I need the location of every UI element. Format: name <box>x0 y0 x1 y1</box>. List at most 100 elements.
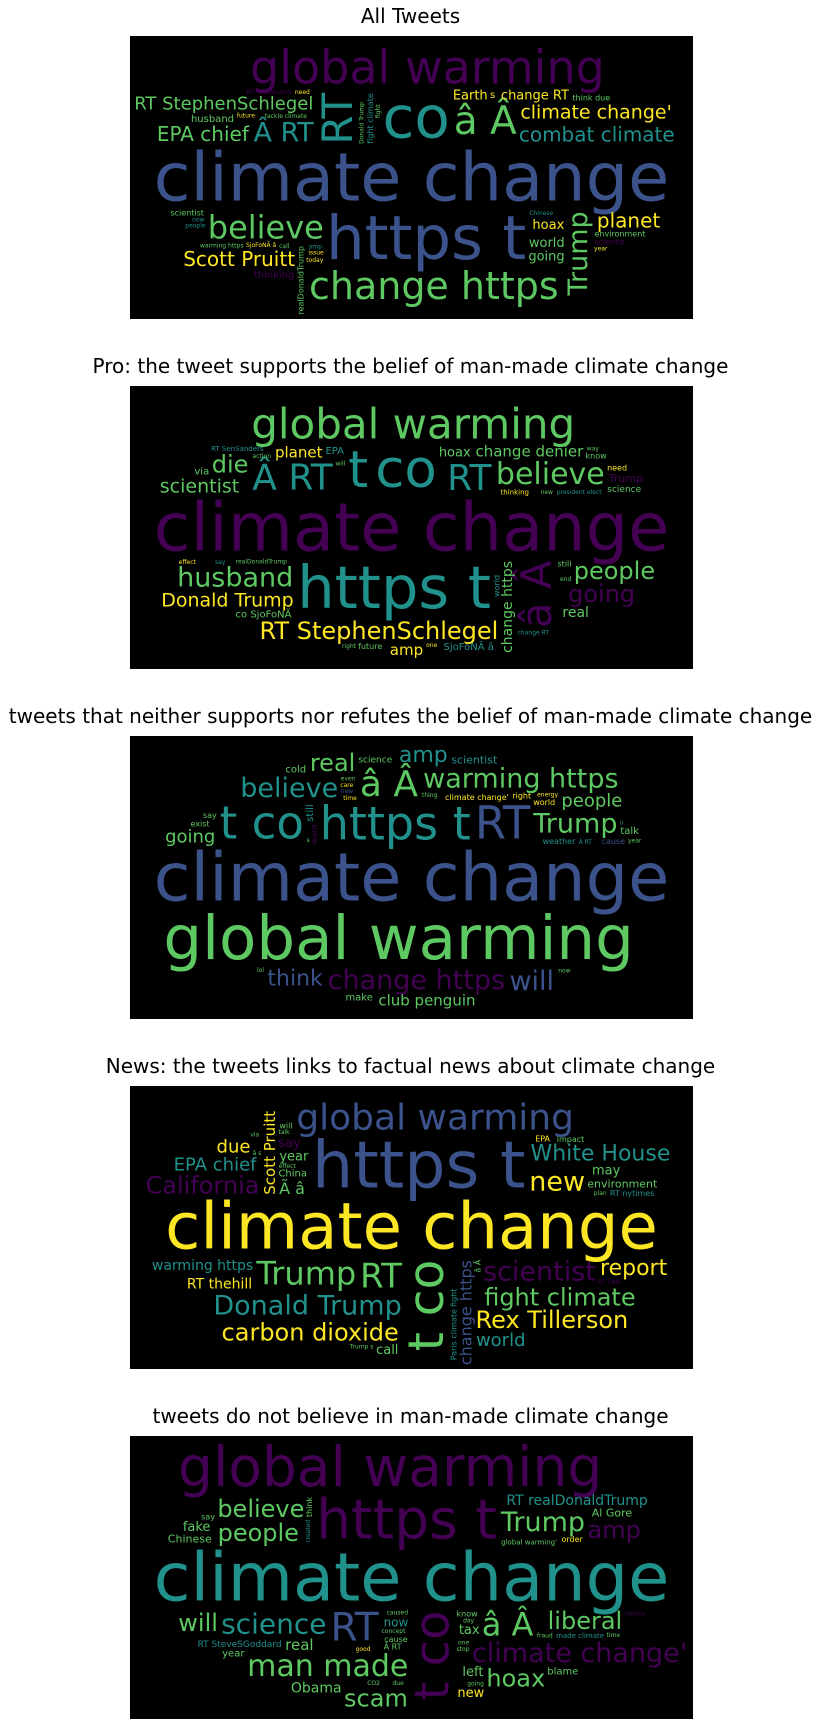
cloud-word: Â RT <box>579 839 593 846</box>
cloud-word: fight climate <box>366 93 375 144</box>
cloud-word: RT StephenSchlegel <box>134 94 313 115</box>
cloud-word: future <box>358 642 382 651</box>
cloud-word: people <box>185 223 206 230</box>
cloud-word: plan <box>594 1190 607 1197</box>
cloud-word: t co <box>405 1611 461 1701</box>
cloud-word: environment <box>587 1178 658 1191</box>
cloud-word: science <box>221 1608 326 1641</box>
cloud-word: t co <box>220 797 304 850</box>
cloud-word: Â RT <box>253 116 314 148</box>
cloud-word: made climate <box>556 1632 604 1640</box>
cloud-word: man made <box>247 1649 408 1684</box>
cloud-word: new <box>541 489 553 496</box>
cloud-word: EPA chief <box>174 1154 257 1175</box>
cloud-word: cold <box>285 765 306 776</box>
cloud-word: Â RT <box>384 1640 402 1651</box>
cloud-word: right <box>512 792 531 801</box>
cloud-word: believe <box>217 1495 304 1523</box>
cloud-word: RT CNN <box>598 1279 620 1286</box>
cloud-word: global warming <box>251 400 575 449</box>
cloud-word: combat climate <box>519 122 675 146</box>
cloud-word: cause <box>384 1635 408 1644</box>
cloud-word: say <box>203 811 217 820</box>
cloud-word: RT StephenSchlegel <box>260 617 499 645</box>
cloud-word: global warming' <box>501 1538 557 1546</box>
cloud-word: energy <box>537 791 558 798</box>
cloud-word: die <box>212 451 249 479</box>
cloud-word: EPA <box>325 446 344 457</box>
cloud-word: climate change <box>154 489 670 567</box>
cloud-word: climate change' <box>472 1638 687 1669</box>
cloud-word: Obama <box>291 1681 342 1697</box>
cloud-word: care <box>340 782 353 789</box>
cloud-word: impact <box>557 1135 585 1144</box>
word-cloud-panel: climate change https t co t global warming â … <box>130 386 693 669</box>
cloud-word: SjoFoNÃ â <box>443 640 493 653</box>
cloud-word: climate change' <box>520 102 671 124</box>
cloud-word: good <box>356 1646 371 1653</box>
cloud-word: think due <box>572 93 610 102</box>
cloud-word: t co <box>398 1259 455 1351</box>
cloud-word: EPA chief <box>157 122 250 146</box>
cloud-word: change denier <box>475 443 584 461</box>
cloud-word: money <box>625 1610 646 1617</box>
cloud-word: today <box>306 257 324 264</box>
cloud-word: one <box>426 642 437 649</box>
cloud-word: thing <box>422 792 438 799</box>
cloud-word: now <box>558 968 570 975</box>
cloud-word: RT <box>447 458 492 499</box>
word-cloud-panel: climate change https t t co change https glo… <box>130 1086 693 1369</box>
cloud-word: lol <box>257 967 264 974</box>
cloud-word: Trump <box>500 1507 585 1538</box>
cloud-word: talk <box>278 1129 290 1136</box>
cloud-word: amp <box>588 1516 641 1544</box>
cloud-word: RT <box>360 1256 402 1296</box>
cloud-word: Ã â <box>279 1179 305 1198</box>
cloud-word: will <box>509 966 554 997</box>
cloud-word: people <box>574 557 655 585</box>
cloud-word: Scott Pruitt <box>183 247 295 271</box>
cloud-word: tackle climate <box>265 113 308 120</box>
cloud-word: action <box>253 453 272 460</box>
cloud-word: Trump <box>255 1254 356 1292</box>
cloud-word: warming https <box>152 1258 253 1274</box>
cloud-word: Donald Trump <box>213 1291 401 1322</box>
cloud-word: RT SenSanders <box>246 89 291 96</box>
cloud-word: â Â <box>511 560 561 628</box>
cloud-word: day <box>463 1617 474 1624</box>
cloud-word: China <box>278 1169 307 1180</box>
cloud-word: believe <box>496 457 605 492</box>
cloud-word: realDonaldTrump <box>236 559 288 566</box>
cloud-word: concept <box>382 1628 407 1635</box>
cloud-word: world <box>476 1330 526 1351</box>
cloud-word: scientist <box>160 475 239 497</box>
cloud-word: new <box>457 1686 484 1701</box>
cloud-word: global warming <box>296 1098 574 1139</box>
cloud-word: warming https <box>200 242 243 249</box>
cloud-word: order <box>561 1535 583 1544</box>
cloud-word: tax <box>459 1623 480 1638</box>
cloud-title: tweets do not believe in man-made climat… <box>152 1404 669 1428</box>
cloud-word: via <box>250 1132 259 1139</box>
cloud-word: climate change <box>165 1191 658 1265</box>
cloud-word: science <box>358 755 392 765</box>
cloud-word: Trump <box>608 472 643 485</box>
cloud-word: via <box>194 466 209 477</box>
cloud-word: need <box>607 464 627 473</box>
cloud-word: change https <box>456 1260 475 1365</box>
cloud-word: RT thehill <box>187 1277 252 1293</box>
cloud-word: carbon dioxide <box>222 1318 399 1346</box>
cloud-word: going <box>568 580 635 608</box>
cloud-word: change https <box>328 965 505 996</box>
cloud-word: fight <box>375 104 382 118</box>
cloud-word: going <box>165 826 215 847</box>
cloud-word: Earth <box>453 88 488 103</box>
cloud-word: Trump s <box>349 1344 374 1351</box>
cloud-word: climate change <box>154 839 670 917</box>
cloud-word: https t <box>297 553 491 622</box>
cloud-word: one <box>458 1640 469 1647</box>
